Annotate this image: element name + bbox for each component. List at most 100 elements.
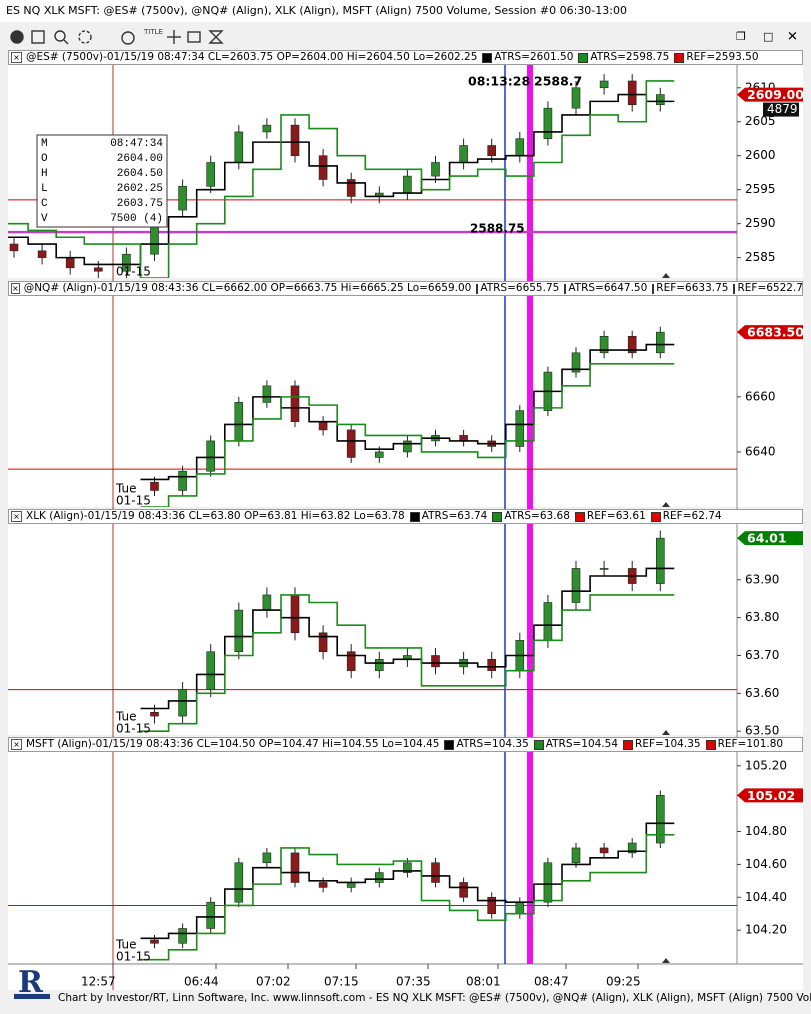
candle-body [122, 253, 131, 272]
close-box[interactable]: × [11, 52, 22, 63]
data-window-value: 2602.25 [117, 183, 163, 195]
candle-body [318, 632, 328, 653]
date-label: 01-15 [116, 950, 151, 964]
x-tick-label: 09:25 [606, 975, 641, 989]
tool-icon[interactable] [31, 30, 45, 44]
legend-swatch [409, 511, 420, 522]
date-label: Tue [115, 938, 137, 952]
data-window-value: 2603.75 [117, 198, 163, 210]
legend-swatch [623, 739, 634, 750]
level-label: 2588.75 [470, 222, 525, 236]
legend-entry: ATRS=6655.75 [480, 282, 560, 294]
candle-body [262, 852, 272, 864]
candle-body [234, 862, 244, 903]
tool-icon[interactable] [10, 30, 24, 44]
indicator-line [140, 834, 675, 961]
last-price-box [737, 531, 803, 546]
candle-body [234, 131, 244, 163]
y-tick-label: 63.80 [745, 610, 779, 624]
date-label: 01-15 [116, 722, 151, 736]
last-price-box [737, 788, 803, 803]
date-label: 01-15 [116, 494, 151, 508]
legend-entry: REF=62.74 [662, 510, 722, 522]
candle-body [403, 175, 412, 194]
window-button[interactable]: □ [763, 30, 773, 43]
legend-swatch [476, 283, 479, 294]
last-price-label: 6683.50 [747, 325, 804, 340]
x-tick-label: 06:44 [184, 975, 219, 989]
x-tick-label: 12:57 [81, 975, 116, 989]
tool-icon[interactable] [54, 30, 66, 42]
y-tick-label: 2605 [745, 114, 776, 128]
legend-entry: ATRS=6647.50 [568, 282, 648, 294]
close-box[interactable]: × [11, 283, 20, 294]
last-price-label: 2609.00 [747, 87, 804, 102]
candle-body [571, 568, 581, 603]
last-price-box [737, 325, 803, 340]
legend-swatch [564, 283, 567, 294]
legend-entry: REF=2593.50 [686, 51, 759, 63]
legend-swatch [482, 52, 493, 63]
tool-icon[interactable] [187, 31, 201, 43]
tool-icon[interactable] [121, 31, 135, 45]
legend-entry: ATRS=104.35 [456, 738, 529, 750]
x-tick-label: 07:15 [324, 975, 359, 989]
window-button[interactable]: ❐ [736, 30, 746, 43]
legend-swatch [733, 283, 736, 294]
panel-header: × XLK (Align)-01/15/19 08:43:36 CL=63.80 … [8, 509, 803, 524]
candle-body [655, 537, 665, 584]
scroll-marker [662, 502, 670, 507]
toolbar: TITLE [10, 28, 224, 45]
candle-body [346, 179, 356, 197]
legend-entry: REF=6522.75 [737, 282, 803, 294]
candle-body [655, 331, 665, 354]
legend-entry: ATRS=2601.50 [494, 51, 574, 63]
last-price-box [737, 87, 803, 102]
footer: Chart by Investor/RT, Linn Software, Inc… [58, 992, 811, 1004]
window-button[interactable]: ✕ [787, 30, 798, 45]
scroll-marker [662, 273, 670, 278]
candle-body [487, 896, 497, 914]
volume-label: 4879 [767, 102, 798, 116]
candle-body [374, 872, 384, 883]
tool-icon[interactable] [208, 30, 224, 44]
candle-body [459, 145, 468, 163]
legend-entry: REF=101.80 [717, 738, 784, 750]
candle-body [655, 795, 665, 844]
candle-body [206, 162, 215, 187]
legend-swatch [705, 739, 716, 750]
tool-icon[interactable] [78, 30, 92, 44]
x-tick-label: 08:47 [534, 975, 569, 989]
candle-body [206, 901, 215, 929]
legend-swatch [674, 52, 685, 63]
x-tick-label: 08:01 [466, 975, 501, 989]
candle-body [290, 852, 300, 883]
close-box[interactable]: × [11, 511, 22, 522]
candle-body [403, 440, 412, 453]
candle-body [234, 402, 244, 442]
panel-header: × @NQ# (Align)-01/15/19 08:43:36 CL=6662.… [8, 281, 803, 296]
candle-body [150, 939, 159, 944]
candle-body [543, 862, 553, 903]
candle-body [627, 842, 637, 854]
y-tick-label: 2585 [745, 250, 776, 264]
data-window-key: O [41, 153, 48, 165]
y-tick-label: 63.70 [745, 648, 779, 662]
candle-body [627, 80, 637, 106]
candle-body [318, 882, 328, 888]
legend-swatch [533, 739, 544, 750]
y-tick-label: 104.40 [745, 890, 787, 904]
legend-entry: ATRS=63.74 [421, 510, 488, 522]
candle-body [655, 94, 665, 106]
cursor-label: 2588.7 [534, 74, 582, 89]
candle-body [459, 882, 468, 898]
candle-body [178, 470, 187, 491]
date-label: Tue [115, 482, 137, 496]
tool-icon[interactable]: TITLE [143, 28, 163, 36]
data-window: M 08:47:34 O 2604.00 H 2604.50 L 2602.25 C 2603.7… [36, 134, 168, 228]
y-tick-label: 63.90 [745, 572, 779, 586]
candle-body [290, 385, 300, 422]
legend-entry: REF=6633.75 [656, 282, 729, 294]
close-box[interactable]: × [11, 739, 22, 750]
time-axis-bg [8, 964, 803, 990]
